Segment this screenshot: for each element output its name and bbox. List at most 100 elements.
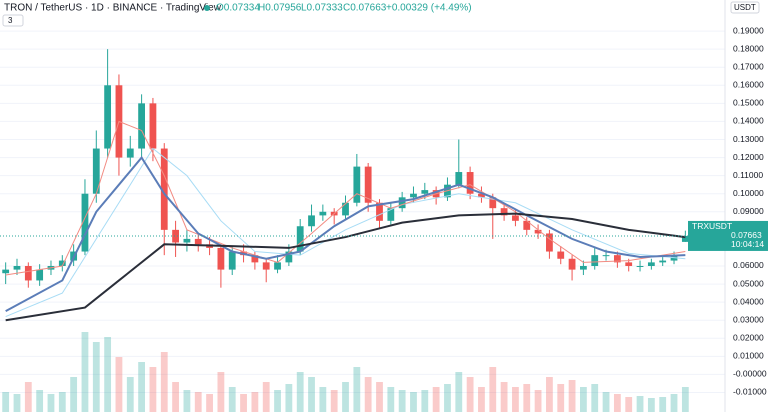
candle-body <box>410 193 417 198</box>
volume-bar <box>410 392 417 412</box>
volume-bar <box>387 387 395 412</box>
volume-bar <box>512 387 519 412</box>
volume-bar <box>228 387 236 412</box>
volume-bar <box>421 390 429 412</box>
open: O0.07334 <box>216 3 260 14</box>
candle-body <box>296 226 304 252</box>
candle-body <box>636 265 644 267</box>
candle-body <box>568 258 576 270</box>
y-tick-label: 0.06000 <box>733 260 764 270</box>
volume-bar <box>183 390 191 412</box>
high: H0.07956 <box>258 3 302 14</box>
moving-average <box>5 120 686 276</box>
volume-bar <box>138 362 145 412</box>
volume-bar <box>557 384 565 412</box>
y-tick-label: 0.11000 <box>733 170 763 180</box>
volume-bar <box>580 387 587 412</box>
candle-body <box>183 238 191 243</box>
y-tick-label: 0.05000 <box>733 278 764 288</box>
candle-body <box>24 265 32 281</box>
status-dot <box>204 5 210 11</box>
candle-body <box>138 103 145 149</box>
indicators-toggle[interactable] <box>2 14 24 27</box>
y-tick-label: 0.10000 <box>733 188 764 198</box>
volume-bar <box>36 390 44 412</box>
volume-bar <box>296 372 304 412</box>
volume-bar <box>319 387 327 412</box>
volume-bar <box>285 384 293 412</box>
y-tick-label: 0.15000 <box>733 98 764 108</box>
volume-bar <box>70 377 78 412</box>
candle-body <box>13 265 21 270</box>
volume-bar <box>58 392 66 412</box>
volume-bar <box>523 384 531 412</box>
candle-body <box>228 251 236 270</box>
candle-body <box>659 260 667 263</box>
volume-bar <box>172 382 179 412</box>
moving-average <box>5 155 686 313</box>
candle-body <box>92 148 100 194</box>
last-price: 0.07663 <box>731 230 762 240</box>
candle-body <box>500 208 508 216</box>
candle-body <box>342 202 349 216</box>
y-tick-label: 0.17000 <box>733 61 764 71</box>
volume-bar <box>342 382 349 412</box>
volume-bar <box>500 382 508 412</box>
candle-body <box>534 229 542 234</box>
y-tick-label: 0.02000 <box>733 333 764 343</box>
candle-body <box>580 265 587 270</box>
countdown: 10:04:14 <box>731 239 764 249</box>
volume-bar <box>47 394 55 412</box>
currency-button[interactable] <box>730 1 760 14</box>
candle-body <box>364 166 372 203</box>
moving-average <box>5 147 686 318</box>
candle-body <box>58 260 66 266</box>
volume-bar <box>489 367 497 412</box>
volume-bar <box>81 332 89 412</box>
volume-bar <box>670 394 678 412</box>
candle-body <box>126 148 134 158</box>
volume-bar <box>534 390 542 412</box>
candle-body <box>353 166 361 203</box>
candle-body <box>466 172 474 194</box>
candle-body <box>104 85 112 149</box>
volume-bar <box>2 392 10 412</box>
candle-body <box>2 269 10 274</box>
candle-body <box>421 190 429 194</box>
volume-bar <box>591 384 599 412</box>
low: L0.07333 <box>301 3 343 14</box>
volume-bar <box>466 377 474 412</box>
volume-bar <box>398 390 406 412</box>
volume-bar <box>330 390 338 412</box>
volume-bar <box>24 382 32 412</box>
y-tick-label: 0.12000 <box>733 152 764 162</box>
candle-body <box>625 262 633 266</box>
y-tick-label: 0.19000 <box>733 25 764 35</box>
y-tick-label: 0.16000 <box>733 80 764 90</box>
candle-body <box>387 208 395 221</box>
volume-bar <box>353 367 361 412</box>
y-tick-label: 0.01000 <box>733 351 764 361</box>
volume-bar <box>308 377 315 412</box>
candle-body <box>262 262 270 270</box>
symbol-title: TRON / TetherUS · 1D · BINANCE · Trading… <box>4 3 222 14</box>
candle-body <box>523 220 531 230</box>
volume-bar <box>444 384 451 412</box>
candle-body <box>557 251 565 259</box>
y-tick-label: 0.04000 <box>733 296 764 306</box>
volume-bar <box>376 382 383 412</box>
candle-body <box>81 193 89 252</box>
volume-bar <box>546 377 553 412</box>
volume-bar <box>602 392 610 412</box>
candle-body <box>149 103 157 149</box>
candle-body <box>319 211 327 216</box>
last-symbol: TRXUSDT <box>692 221 732 231</box>
candle-body <box>376 202 383 221</box>
candle-body <box>217 247 225 270</box>
candle-body <box>455 172 463 185</box>
y-tick-label: 0.09000 <box>733 206 764 216</box>
moving-average <box>5 212 686 322</box>
y-tick-label: -0.01000 <box>733 387 767 397</box>
